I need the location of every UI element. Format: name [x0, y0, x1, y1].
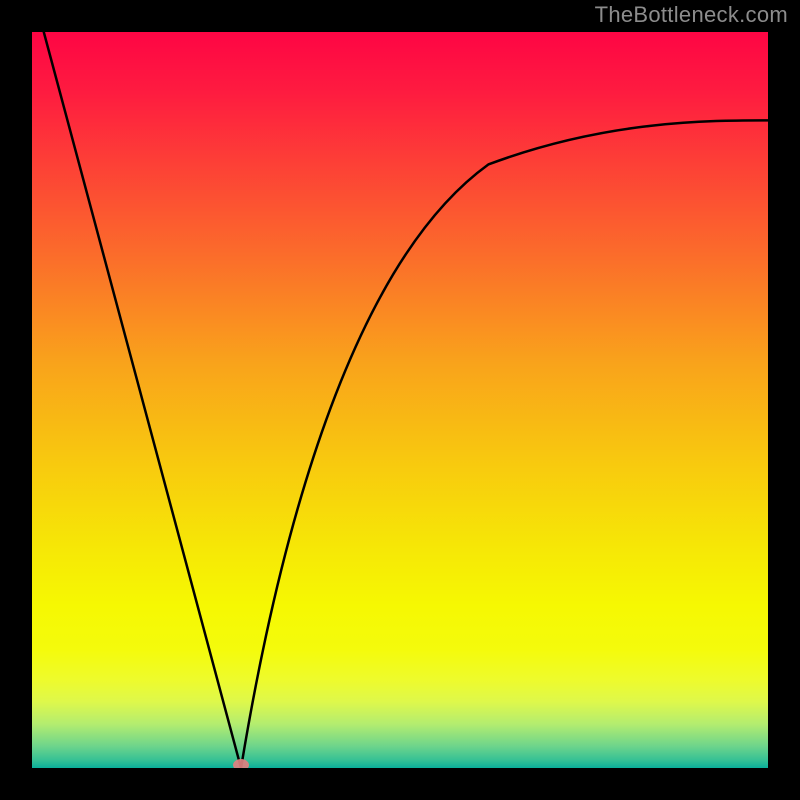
plot-area	[32, 32, 768, 768]
bottleneck-chart	[32, 32, 768, 768]
watermark-text: TheBottleneck.com	[595, 2, 788, 28]
chart-container: TheBottleneck.com	[0, 0, 800, 800]
